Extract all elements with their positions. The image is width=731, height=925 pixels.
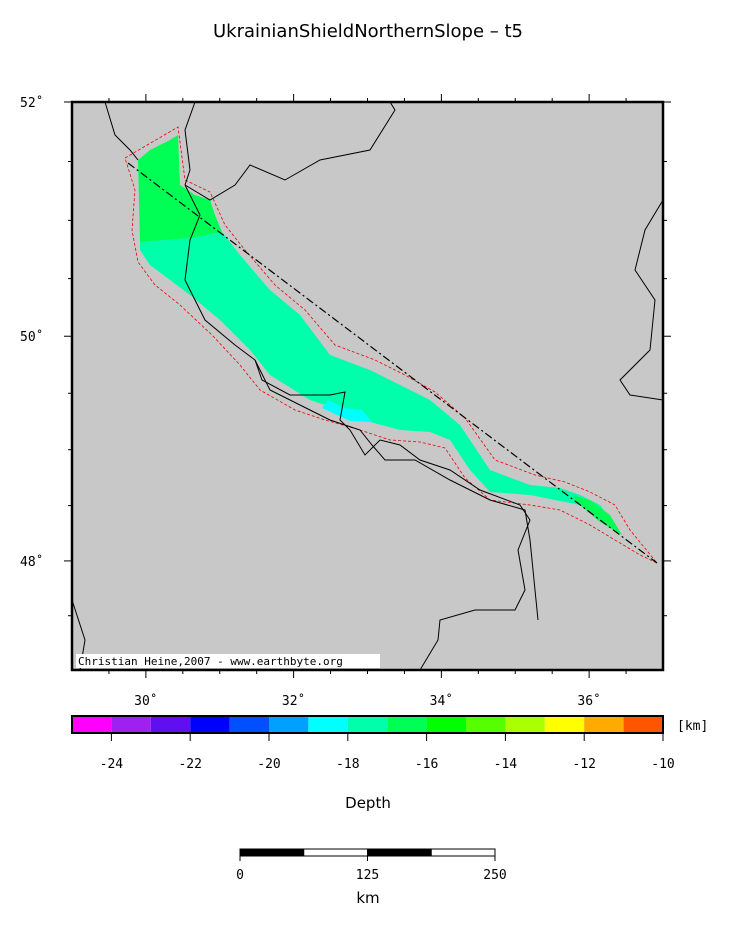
scale-segment	[430, 848, 496, 857]
colorbar-swatch	[505, 716, 545, 733]
colorbar-swatch	[387, 716, 427, 733]
colorbar-tick-label: -22	[178, 757, 201, 772]
lon-label: 36˚	[577, 693, 600, 709]
scale-tick-label: 250	[483, 868, 506, 883]
colorbar-tick-label: -24	[100, 757, 124, 772]
lon-label: 32˚	[282, 693, 305, 709]
colorbar-swatch	[466, 716, 506, 733]
colorbar-tick-label: -10	[651, 757, 674, 772]
scale-segment	[303, 848, 368, 857]
lat-label: 50˚	[20, 329, 43, 345]
colorbar-swatch	[623, 716, 663, 733]
colorbar-tick-label: -20	[257, 757, 280, 772]
colorbar-unit: [km]	[677, 719, 708, 734]
colorbar-swatch	[269, 716, 309, 733]
lon-label: 30˚	[134, 693, 157, 709]
colorbar-swatch	[426, 716, 466, 733]
scale-bar: km	[356, 889, 379, 907]
title: UkrainianShieldNorthernSlope – t5	[213, 21, 523, 42]
colorbar-swatch	[308, 716, 348, 733]
scale-segment	[367, 848, 432, 857]
depth-envelope	[124, 126, 658, 564]
borders	[71, 101, 664, 671]
map: Christian Heine,2007 - www.earthbyte.org	[70, 100, 665, 672]
depth-region	[140, 232, 620, 532]
colorbar-swatch	[347, 716, 388, 733]
depth-region-deep	[322, 400, 372, 422]
colorbar-swatch	[150, 716, 191, 733]
credit-box	[76, 654, 380, 668]
scale-tick-label: 125	[356, 868, 379, 883]
depth-region-shallow	[138, 135, 222, 242]
depth-region-shallow	[572, 495, 622, 535]
lat-label: 52˚	[20, 95, 43, 111]
colorbar-swatch	[584, 716, 624, 733]
scale-label: km	[356, 889, 379, 907]
colorbar-label: Depth	[345, 794, 391, 812]
colorbar-tick-label: -12	[572, 757, 595, 772]
colorbar-tick-label: -16	[415, 757, 438, 772]
colorbar-tick-label: -18	[336, 757, 359, 772]
scale-segment	[239, 848, 305, 857]
lon-label: 34˚	[430, 693, 453, 709]
profile-line	[127, 162, 658, 564]
colorbar-swatch	[229, 716, 269, 733]
colorbar-frame	[71, 715, 664, 734]
colorbar-swatch	[111, 716, 151, 733]
colorbar: [km] Depth	[345, 719, 708, 812]
scale-tick-label: 0	[236, 868, 244, 883]
credit: Christian Heine,2007 - www.earthbyte.org	[78, 655, 343, 668]
colorbar-tick-label: -14	[494, 757, 518, 772]
colorbar-swatch	[544, 716, 585, 733]
colorbar-swatch	[190, 716, 230, 733]
colorbar-swatch	[72, 716, 112, 733]
lat-label: 48˚	[20, 554, 43, 570]
